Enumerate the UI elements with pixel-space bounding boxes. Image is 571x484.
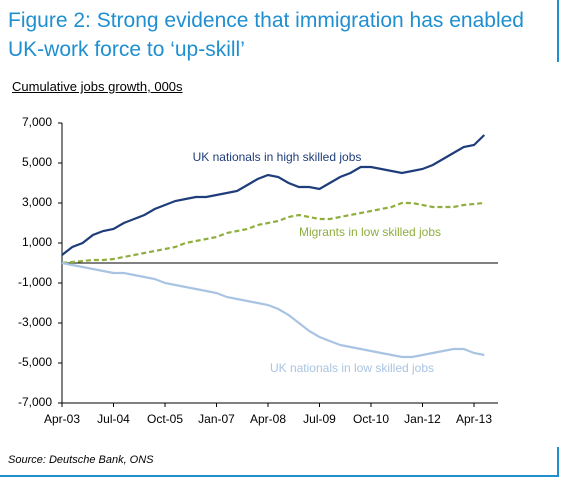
series-line xyxy=(61,201,485,265)
x-tick-label: Apr-13 xyxy=(456,412,492,426)
x-tick-label: Oct-05 xyxy=(147,412,183,426)
y-tick-label: -5,000 xyxy=(18,355,52,369)
x-tick-label: Jul-09 xyxy=(303,412,336,426)
frame-line xyxy=(0,447,559,477)
y-tick-label: -3,000 xyxy=(18,315,52,329)
x-tick-label: Jul-04 xyxy=(97,412,130,426)
chart-title: Figure 2: Strong evidence that immigrati… xyxy=(8,9,524,61)
series-line xyxy=(61,134,486,256)
y-tick-label: 1,000 xyxy=(22,235,52,249)
x-tick-label: Oct-10 xyxy=(353,412,389,426)
x-tick-label: Jan-12 xyxy=(404,412,441,426)
series-label: UK nationals in high skilled jobs xyxy=(193,150,362,164)
y-tick-label: -1,000 xyxy=(18,275,52,289)
chart-subtitle: Cumulative jobs growth, 000s xyxy=(12,79,183,94)
x-tick-label: Apr-08 xyxy=(250,412,286,426)
y-tick-label: 3,000 xyxy=(22,195,52,209)
y-tick-label: 5,000 xyxy=(22,155,52,169)
series-label: UK nationals in low skilled jobs xyxy=(270,361,434,375)
series-label: Migrants in low skilled jobs xyxy=(299,225,441,239)
x-tick-label: Jan-07 xyxy=(198,412,235,426)
frame-line xyxy=(557,0,559,62)
y-tick-label: -7,000 xyxy=(18,395,52,409)
x-tick-label: Apr-03 xyxy=(44,412,80,426)
y-tick-label: 7,000 xyxy=(22,115,52,129)
source-note: Source: Deutsche Bank, ONS xyxy=(8,454,154,466)
series-line xyxy=(61,261,485,359)
